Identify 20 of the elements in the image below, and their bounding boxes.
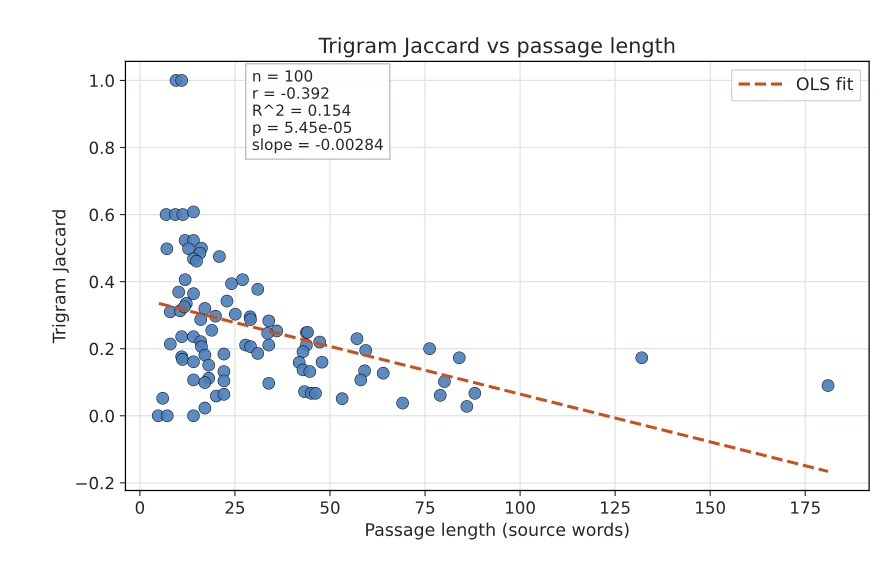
x-tick-label: 125 xyxy=(601,501,630,514)
y-tick-label: −0.2 xyxy=(76,476,114,490)
y-tick-label: 0.6 xyxy=(90,208,114,222)
x-axis-title: Passage length (source words) xyxy=(366,522,629,540)
x-tick-label: 50 xyxy=(320,501,340,514)
x-tick-label: 100 xyxy=(506,501,535,514)
x-tick-label: 175 xyxy=(791,501,820,514)
chart-title: Trigram Jaccard vs passage length xyxy=(318,37,674,58)
x-tick-label: 75 xyxy=(416,501,434,514)
x-tick-label: 25 xyxy=(226,501,244,514)
y-tick-label: 0.4 xyxy=(90,276,114,288)
x-tick-label: 150 xyxy=(696,501,725,514)
y-tick-label: 1.0 xyxy=(90,74,114,88)
legend-label: OLS fit xyxy=(796,76,854,90)
annotation: n = 100 r = -0.392 R^2 = 0.154 p = 5.45e-05 slope = -0.00284 xyxy=(252,70,383,154)
y-tick-label: 0.0 xyxy=(90,410,114,422)
y-tick-label: 0.8 xyxy=(90,141,114,154)
y-axis-title: Trigram Jaccard xyxy=(52,210,69,344)
x-tick-label: 0 xyxy=(136,501,144,514)
y-tick-label: 0.2 xyxy=(90,342,114,356)
